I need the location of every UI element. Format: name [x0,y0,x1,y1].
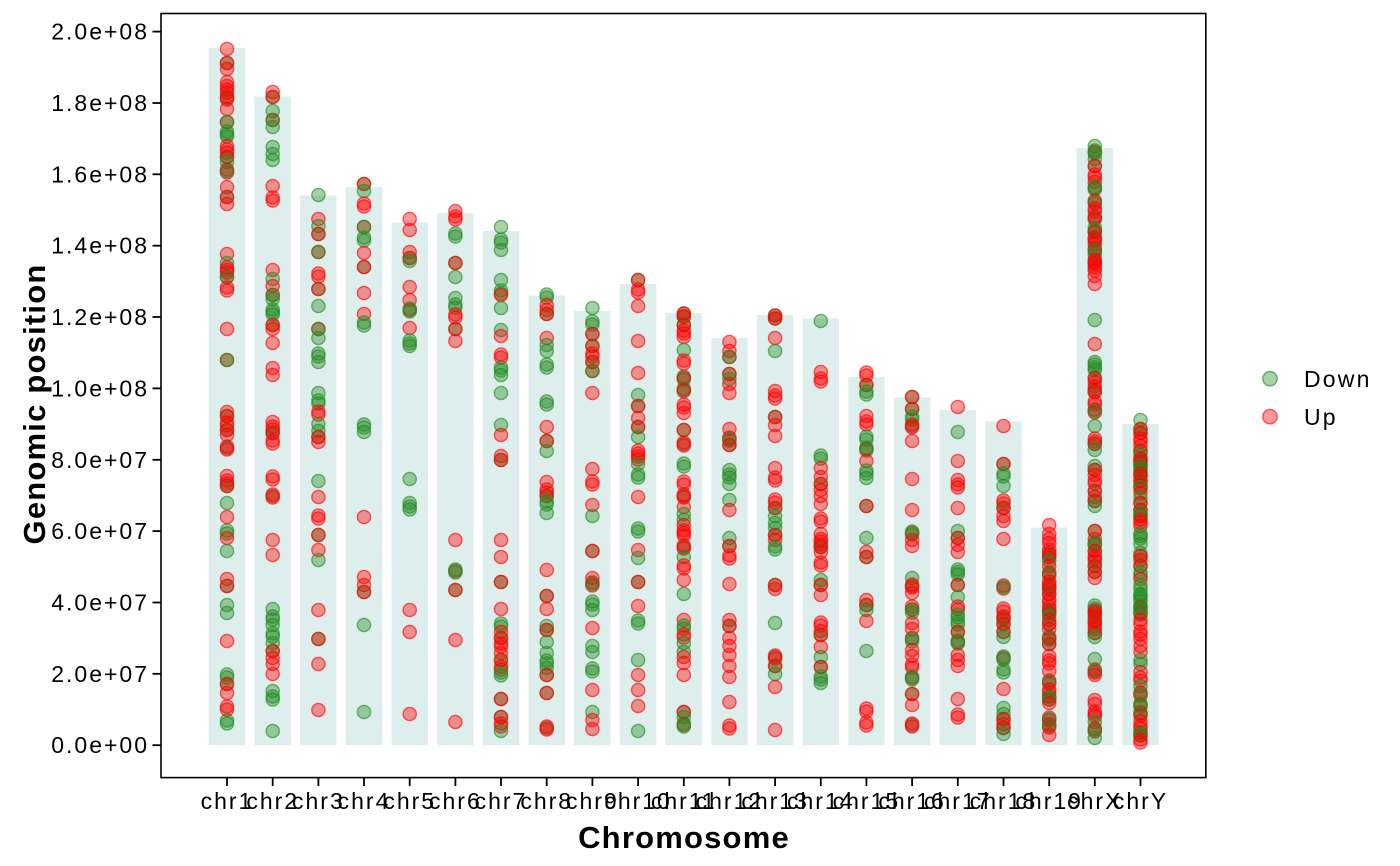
svg-text:chr6: chr6 [429,788,482,814]
svg-text:6.0e+07: 6.0e+07 [51,518,149,544]
svg-text:Down: Down [1304,366,1372,392]
svg-text:2.0e+07: 2.0e+07 [51,661,149,687]
svg-text:1.8e+08: 1.8e+08 [51,90,149,116]
svg-text:chr4: chr4 [338,788,391,814]
svg-text:chr8: chr8 [520,788,573,814]
svg-text:chr5: chr5 [383,788,436,814]
svg-text:4.0e+07: 4.0e+07 [51,590,149,616]
svg-text:Chromosome: Chromosome [578,820,790,855]
svg-text:chrX: chrX [1067,788,1122,814]
svg-text:chr19: chr19 [1015,788,1083,814]
svg-text:chr14: chr14 [787,788,855,814]
svg-text:chrY: chrY [1113,788,1168,814]
svg-text:chr10: chr10 [604,788,672,814]
svg-text:chr1: chr1 [201,788,254,814]
svg-text:chr11: chr11 [651,788,717,814]
svg-text:Genomic position: Genomic position [17,264,52,545]
svg-text:chr18: chr18 [970,788,1038,814]
svg-text:chr2: chr2 [246,788,299,814]
svg-text:0.0e+00: 0.0e+00 [51,732,149,758]
svg-text:8.0e+07: 8.0e+07 [51,447,149,473]
svg-text:1.4e+08: 1.4e+08 [51,233,149,259]
svg-text:chr9: chr9 [566,788,619,814]
svg-text:1.0e+08: 1.0e+08 [51,375,149,401]
svg-text:2.0e+08: 2.0e+08 [51,19,149,45]
svg-text:chr3: chr3 [292,788,345,814]
svg-text:1.6e+08: 1.6e+08 [51,161,149,187]
svg-text:chr13: chr13 [741,788,809,814]
svg-text:chr15: chr15 [833,788,901,814]
svg-text:Up: Up [1304,404,1338,430]
svg-text:1.2e+08: 1.2e+08 [51,304,149,330]
svg-text:chr12: chr12 [696,788,764,814]
svg-text:chr17: chr17 [924,788,992,814]
svg-text:chr16: chr16 [878,788,946,814]
svg-text:chr7: chr7 [475,788,528,814]
